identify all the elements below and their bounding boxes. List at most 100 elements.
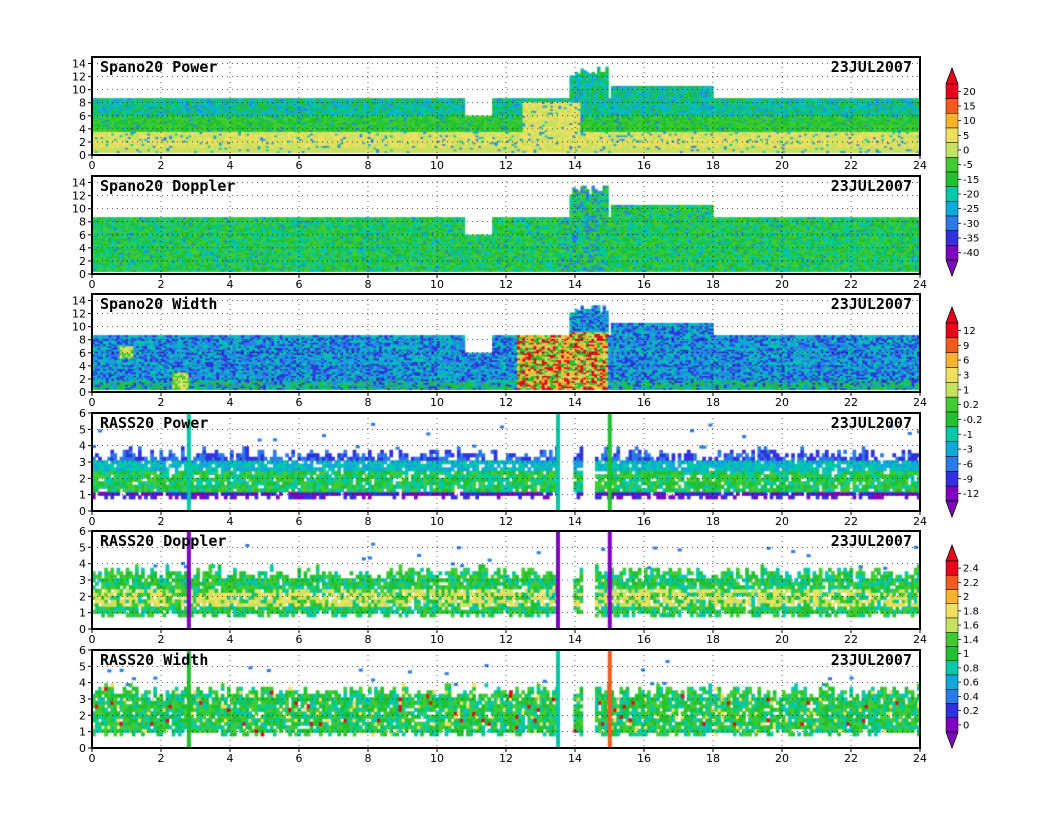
x-tick-label: 4	[227, 396, 234, 409]
x-tick-label: 10	[430, 633, 444, 646]
colorbar-label: 0	[963, 720, 969, 731]
data-field	[92, 294, 920, 392]
y-tick-label: 10	[72, 84, 86, 97]
panel-date: 23JUL2007	[831, 651, 912, 669]
colorbar-segment	[945, 632, 959, 647]
x-tick-label: 0	[89, 278, 96, 291]
colorbar-label: -12	[963, 489, 979, 500]
x-tick-label: 12	[499, 278, 513, 291]
x-tick-label: 16	[637, 159, 651, 172]
panel-date: 23JUL2007	[831, 295, 912, 313]
y-tick-label: 3	[79, 574, 86, 587]
x-tick-label: 20	[775, 633, 789, 646]
panel-date: 23JUL2007	[831, 414, 912, 432]
panel-date: 23JUL2007	[831, 177, 912, 195]
x-tick-label: 14	[568, 752, 582, 765]
x-tick-label: 12	[499, 396, 513, 409]
y-tick-label: 4	[79, 558, 86, 571]
data-field	[92, 57, 920, 155]
y-tick-label: 3	[79, 456, 86, 469]
y-tick-label: 6	[79, 407, 86, 420]
x-tick-label: 20	[775, 515, 789, 528]
x-tick-label: 22	[844, 515, 858, 528]
colorbar-segment	[945, 127, 959, 143]
colorbar-segment	[945, 717, 959, 733]
x-tick-label: 24	[913, 159, 927, 172]
x-tick-label: 24	[913, 278, 927, 291]
colorbar-segment	[945, 703, 959, 718]
colorbar-segment	[945, 689, 959, 704]
colorbar-label: -15	[963, 175, 979, 186]
y-tick-label: 0	[79, 149, 86, 162]
colorbar-segment	[945, 83, 959, 99]
colorbar-label: 0.2	[963, 400, 979, 411]
x-tick-label: 24	[913, 633, 927, 646]
colorbar-label: -5	[963, 160, 973, 171]
x-tick-label: 16	[637, 278, 651, 291]
colorbar-label: -1	[963, 430, 973, 441]
x-tick-label: 12	[499, 752, 513, 765]
y-tick-label: 14	[72, 295, 86, 308]
colorbar-segment	[945, 660, 959, 676]
colorbar-label: 2.2	[963, 578, 979, 589]
colorbar-label: 20	[963, 87, 976, 98]
colorbar-label: -20	[963, 190, 979, 201]
colorbar-label: -6	[963, 459, 973, 470]
x-tick-label: 2	[158, 159, 165, 172]
colorbar-label: 12	[963, 326, 976, 337]
colorbar-segment	[945, 98, 959, 114]
y-tick-label: 0	[79, 742, 86, 755]
colorbar-segment	[945, 456, 959, 472]
colorbar-label: 3	[963, 370, 969, 381]
x-tick-label: 6	[296, 633, 303, 646]
colorbar-segment	[945, 646, 959, 661]
y-tick-label: 0	[79, 505, 86, 518]
y-tick-label: 1	[79, 607, 86, 620]
y-tick-label: 0	[79, 268, 86, 281]
x-tick-label: 4	[227, 159, 234, 172]
colorbar-label: 1.4	[963, 635, 979, 646]
y-tick-label: 4	[79, 440, 86, 453]
y-tick-label: 12	[72, 71, 86, 84]
x-tick-label: 18	[706, 752, 720, 765]
colorbar-label: 9	[963, 341, 969, 352]
colorbar-min-arrow	[945, 731, 959, 750]
y-tick-label: 6	[79, 644, 86, 657]
x-tick-label: 8	[365, 396, 372, 409]
colorbar-label: -35	[963, 234, 979, 245]
colorbar-label: 1	[963, 385, 969, 396]
y-tick-label: 1	[79, 489, 86, 502]
colorbar-max-arrow	[945, 543, 959, 562]
colorbar-min-arrow	[945, 259, 959, 278]
colorbar-segment	[945, 396, 959, 413]
colorbar-segment	[945, 322, 959, 339]
colorbar-segment	[945, 575, 959, 590]
colorbar-segment	[945, 674, 959, 690]
colorbar-label: 0.4	[963, 692, 979, 703]
panel-date: 23JUL2007	[831, 58, 912, 76]
x-tick-label: 8	[365, 752, 372, 765]
x-tick-label: 4	[227, 515, 234, 528]
x-tick-label: 10	[430, 515, 444, 528]
x-tick-label: 8	[365, 159, 372, 172]
x-tick-label: 24	[913, 515, 927, 528]
colorbar-segment	[945, 603, 959, 619]
y-tick-label: 0	[79, 386, 86, 399]
panel-title: RASS20 Power	[100, 414, 208, 432]
colorbar-label: -40	[963, 248, 979, 259]
x-tick-label: 22	[844, 278, 858, 291]
x-tick-label: 16	[637, 752, 651, 765]
y-tick-label: 10	[72, 321, 86, 334]
x-tick-label: 6	[296, 515, 303, 528]
x-tick-label: 22	[844, 633, 858, 646]
x-tick-label: 24	[913, 396, 927, 409]
data-field	[92, 413, 920, 511]
y-tick-label: 4	[79, 677, 86, 690]
colorbar-label: 2	[963, 592, 969, 603]
x-tick-label: 4	[227, 278, 234, 291]
colorbar-label: 2.4	[963, 564, 979, 575]
colorbar-label: 1.6	[963, 621, 979, 632]
panel-title: RASS20 Doppler	[100, 532, 226, 550]
y-tick-label: 8	[79, 97, 86, 110]
